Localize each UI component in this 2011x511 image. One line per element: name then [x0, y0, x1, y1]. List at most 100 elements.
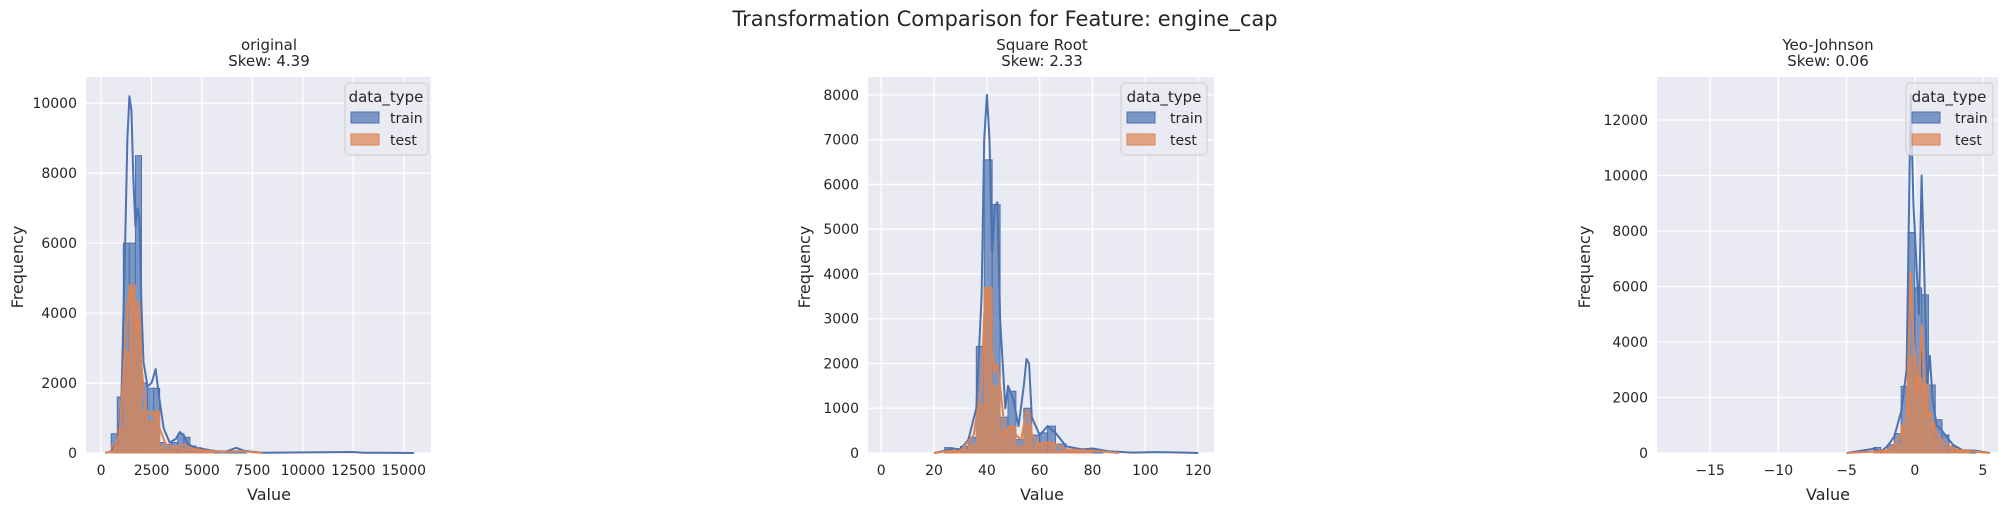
x-tick-label: −5	[1836, 463, 1857, 479]
legend-label-train: train	[1170, 111, 1203, 127]
histogram-bar-test	[1039, 443, 1057, 454]
y-tick-label: 7000	[823, 133, 859, 149]
y-tick-label: 10000	[1603, 169, 1648, 185]
x-tick-label: 100	[1132, 463, 1159, 479]
x-tick-label: 10000	[281, 463, 326, 479]
x-tick-label: 40	[978, 463, 996, 479]
x-tick-label: 0	[97, 463, 106, 479]
y-tick-label: 3000	[823, 312, 859, 328]
x-tick-label: 120	[1185, 463, 1212, 479]
panel-title: Yeo-Johnson	[1781, 36, 1873, 54]
panel-skew: Skew: 4.39	[228, 52, 310, 70]
kde-line-train	[933, 93, 1199, 454]
y-tick-label: 2000	[823, 356, 859, 372]
x-tick-label: 60	[1031, 463, 1049, 479]
histogram-bar-test	[165, 449, 173, 454]
y-tick-label: 2000	[1612, 391, 1648, 407]
y-tick-label: 1000	[823, 401, 859, 417]
y-axis-label: Frequency	[8, 226, 27, 309]
panel-original: original Skew: 4.39 0 2000 4000 6000 8000 100…	[8, 36, 431, 504]
y-tick-label: 4000	[1612, 335, 1648, 351]
legend: data_type train test	[1120, 82, 1208, 156]
x-tick-label: 0	[877, 463, 886, 479]
plot-area: 0 1000 2000 3000 4000 5000 6000 7000 8000 0 20 40 60…	[823, 77, 1214, 479]
legend-swatch-test	[1911, 133, 1941, 146]
y-tick-label: 12000	[1603, 113, 1648, 129]
panel-skew: Skew: 2.33	[1001, 52, 1083, 70]
kde-line-test	[104, 284, 263, 454]
legend: data_type train test	[344, 82, 429, 156]
y-tick-label: 10000	[32, 96, 77, 112]
panel-title: Square Root	[996, 36, 1088, 54]
histogram-bar-test	[1907, 355, 1916, 454]
histogram-bar-test	[967, 443, 977, 454]
x-tick-label: 15000	[381, 463, 426, 479]
legend-swatch-train	[1126, 111, 1156, 124]
kde-line-train	[1846, 94, 1990, 454]
legend-title: data_type	[349, 88, 424, 107]
y-tick-label: 6000	[1612, 280, 1648, 296]
y-tick-label: 0	[850, 446, 859, 462]
histogram-bar-test	[952, 451, 961, 454]
legend-swatch-test	[350, 133, 380, 146]
legend-label-test: test	[390, 133, 417, 149]
y-tick-label: 5000	[823, 222, 859, 238]
panel-yeo-johnson: Yeo-Johnson Skew: 0.06 0 2000 4000 6000 8000…	[1575, 36, 1998, 504]
y-tick-label: 8000	[1612, 224, 1648, 240]
x-tick-label: −10	[1764, 463, 1794, 479]
y-tick-label: 0	[1639, 446, 1648, 462]
y-tick-label: 2000	[41, 376, 77, 392]
y-tick-label: 6000	[41, 236, 77, 252]
kde-line-test	[933, 286, 1119, 454]
legend-label-train: train	[390, 111, 423, 127]
y-tick-label: 4000	[823, 267, 859, 283]
histogram-bar-test	[983, 286, 993, 454]
histogram-bar-test	[159, 445, 167, 454]
x-tick-label: 12500	[331, 463, 376, 479]
histogram-bar-test	[140, 410, 149, 454]
legend-swatch-test	[1126, 133, 1156, 146]
legend-title: data_type	[1912, 88, 1987, 107]
histogram-bar-test	[171, 447, 185, 454]
y-axis-label: Frequency	[1575, 226, 1594, 309]
kde-line-test	[1846, 271, 1990, 454]
x-tick-label: 5	[1979, 463, 1988, 479]
y-tick-label: 4000	[41, 306, 77, 322]
x-tick-label: 0	[1910, 463, 1919, 479]
legend: data_type train test	[1905, 82, 1994, 156]
x-tick-label: 20	[925, 463, 943, 479]
x-tick-label: −15	[1695, 463, 1725, 479]
panel-title: original	[241, 36, 297, 54]
histogram-bar-test	[147, 421, 155, 454]
x-tick-label: 80	[1084, 463, 1102, 479]
y-tick-label: 8000	[823, 88, 859, 104]
legend-label-test: test	[1955, 133, 1982, 149]
legend-label-test: test	[1170, 133, 1197, 149]
histogram-bar-test	[991, 385, 1001, 454]
panel-skew: Skew: 0.06	[1787, 52, 1869, 70]
histogram-bar-test	[1934, 438, 1943, 454]
figure-title: Transformation Comparison for Feature: e…	[731, 7, 1277, 32]
histogram-bar-test	[1015, 445, 1025, 454]
y-tick-label: 8000	[41, 166, 77, 182]
legend-swatch-train	[350, 111, 380, 124]
y-axis-label: Frequency	[795, 226, 814, 309]
x-tick-label: 2500	[134, 463, 170, 479]
histogram-bar-test	[1007, 425, 1017, 454]
histogram-bar-test	[1031, 443, 1041, 454]
legend-swatch-train	[1911, 111, 1941, 124]
y-tick-label: 0	[68, 446, 77, 462]
y-tick-label: 6000	[823, 177, 859, 193]
histogram-bar-test	[1893, 444, 1902, 454]
x-axis-label: Value	[247, 485, 291, 504]
histogram-bar-test	[183, 449, 197, 454]
x-axis-label: Value	[1020, 485, 1064, 504]
x-axis-label: Value	[1806, 485, 1850, 504]
histogram-bar-test	[1023, 423, 1033, 454]
x-tick-label: 5000	[184, 463, 220, 479]
legend-title: data_type	[1127, 88, 1202, 107]
panel-square-root: Square Root Skew: 2.33 01000200030004000…	[795, 36, 1214, 504]
legend-label-train: train	[1955, 111, 1988, 127]
x-tick-label: 7500	[235, 463, 271, 479]
